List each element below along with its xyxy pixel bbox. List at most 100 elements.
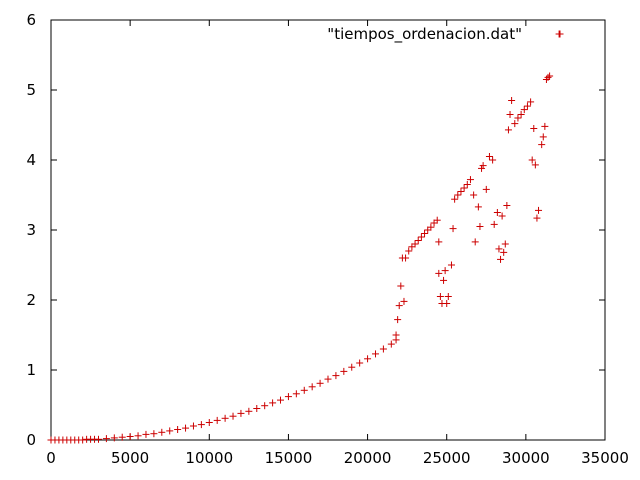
data-point xyxy=(348,363,356,371)
data-point xyxy=(395,302,403,310)
y-tick-label: 5 xyxy=(26,81,36,99)
data-point xyxy=(102,435,110,443)
data-point xyxy=(229,412,237,420)
data-point xyxy=(495,245,503,253)
data-point xyxy=(316,379,324,387)
data-point xyxy=(479,162,487,170)
data-point xyxy=(443,300,451,307)
data-point xyxy=(441,267,449,275)
data-point xyxy=(110,434,118,442)
data-point xyxy=(506,111,514,118)
data-point xyxy=(482,185,490,193)
data-point xyxy=(340,367,348,375)
data-point xyxy=(197,421,205,429)
data-point xyxy=(400,297,408,305)
legend: "tiempos_ordenacion.dat" xyxy=(327,25,564,44)
data-point xyxy=(300,386,308,394)
data-point xyxy=(405,247,413,255)
data-point xyxy=(490,220,498,228)
data-point xyxy=(411,240,419,248)
x-tick-label: 15000 xyxy=(265,449,313,467)
data-point xyxy=(245,407,253,415)
data-point xyxy=(489,156,497,164)
data-point xyxy=(433,216,441,224)
data-point xyxy=(417,233,425,241)
data-point xyxy=(520,106,528,114)
data-point xyxy=(476,223,484,230)
data-point xyxy=(498,212,506,220)
data-point xyxy=(150,430,158,438)
data-point xyxy=(517,111,525,118)
data-point xyxy=(485,153,493,160)
data-point xyxy=(134,432,142,440)
y-tick-label: 1 xyxy=(26,361,36,379)
data-point xyxy=(444,293,452,300)
y-tick-label: 0 xyxy=(26,431,36,449)
data-point xyxy=(470,191,478,199)
data-point xyxy=(503,202,511,209)
data-point xyxy=(292,390,300,398)
data-point xyxy=(253,405,261,412)
data-point xyxy=(530,125,538,132)
data-point xyxy=(397,282,405,290)
data-point xyxy=(371,350,379,358)
data-point xyxy=(364,355,372,363)
data-point xyxy=(533,214,541,222)
data-point xyxy=(474,203,482,211)
data-point xyxy=(332,372,340,380)
data-point xyxy=(158,428,166,436)
data-point xyxy=(527,98,535,106)
data-point xyxy=(284,393,292,401)
x-tick-label: 30000 xyxy=(502,449,550,467)
y-tick-label: 2 xyxy=(26,291,36,309)
data-point xyxy=(379,345,387,353)
data-point xyxy=(436,293,444,300)
data-point xyxy=(447,261,455,269)
data-point xyxy=(454,191,462,199)
x-tick-label: 25000 xyxy=(423,449,471,467)
data-point xyxy=(118,433,126,441)
data-point xyxy=(237,409,245,417)
data-point xyxy=(449,225,457,233)
data-point xyxy=(457,188,465,195)
data-point xyxy=(514,114,522,122)
data-point xyxy=(528,156,536,164)
data-point xyxy=(493,209,501,216)
data-point xyxy=(414,237,422,244)
data-point xyxy=(427,223,435,231)
x-tick-label: 20000 xyxy=(344,449,392,467)
data-point xyxy=(308,383,316,391)
data-point xyxy=(463,181,471,188)
data-points xyxy=(47,30,563,444)
data-point xyxy=(356,359,364,367)
data-point xyxy=(277,396,285,404)
x-tick-label: 35000 xyxy=(581,449,629,467)
data-point xyxy=(174,426,182,433)
data-point xyxy=(221,414,229,422)
data-point xyxy=(501,240,509,248)
data-point xyxy=(205,419,213,426)
data-point xyxy=(394,316,402,324)
x-tick-labels: 0 5000 10000 15000 20000 25000 30000 35000 xyxy=(46,449,629,467)
y-tick-labels: 0 1 2 3 4 5 6 xyxy=(26,11,36,449)
data-point xyxy=(79,436,87,444)
data-point xyxy=(523,102,531,110)
data-point xyxy=(504,126,512,134)
x-tick-label: 0 xyxy=(46,449,56,467)
data-point xyxy=(166,427,174,435)
data-point xyxy=(126,433,134,440)
data-point xyxy=(435,269,443,277)
data-point xyxy=(511,120,519,128)
data-point xyxy=(451,195,459,203)
data-point xyxy=(500,248,508,256)
data-point xyxy=(142,430,150,438)
x-tick-label: 5000 xyxy=(111,449,149,467)
data-point xyxy=(392,331,400,339)
legend-marker-symbol xyxy=(556,30,564,38)
data-point xyxy=(261,402,269,410)
data-point xyxy=(387,340,395,348)
data-point xyxy=(182,424,190,432)
y-tick-label: 4 xyxy=(26,151,36,169)
data-point xyxy=(402,254,410,262)
